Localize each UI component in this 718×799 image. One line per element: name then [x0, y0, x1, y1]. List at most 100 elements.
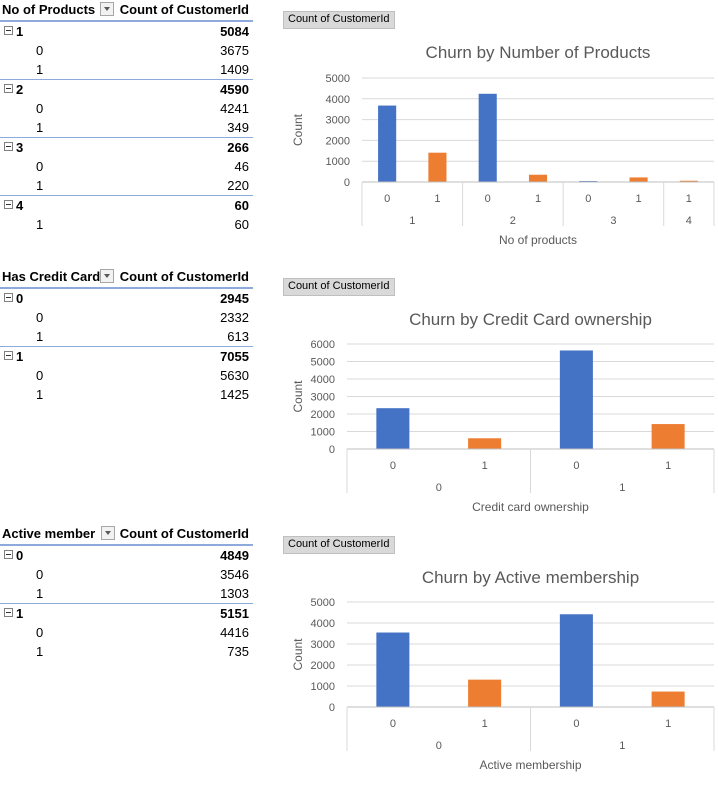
pivot-row-label: 1 [36, 329, 44, 344]
pivot-header-value: Count of CustomerId [119, 526, 249, 541]
pivot-row: 0 2332 [0, 308, 253, 327]
collapse-icon[interactable] [4, 142, 13, 151]
pivot-row-value: 2332 [220, 310, 249, 325]
x-tick-label: 0 [390, 718, 396, 730]
pivot-row-value: 613 [227, 329, 249, 344]
x-group-label: 1 [619, 740, 625, 752]
chart-products: Churn by Number of Products0100020003000… [291, 43, 715, 247]
pivot-row-value: 4416 [220, 625, 249, 640]
filter-dropdown-icon[interactable] [101, 526, 115, 540]
chart-field-badge[interactable]: Count of CustomerId [283, 278, 395, 296]
pivot-group-row: 1 5151 [0, 603, 253, 623]
x-tick-label: 1 [636, 193, 642, 205]
x-tick-label: 0 [384, 193, 390, 205]
pivot-row: 1 1303 [0, 584, 253, 603]
x-tick-label: 0 [573, 460, 579, 472]
x-tick-label: 0 [485, 193, 491, 205]
bar [428, 152, 447, 182]
bar [468, 679, 502, 707]
pivot-group-row: 0 2945 [0, 288, 253, 308]
pivot-row: 1 220 [0, 176, 253, 195]
chart-title: Churn by Number of Products [426, 43, 651, 62]
y-tick-label: 2000 [326, 135, 350, 147]
pivot-group-total: 4590 [220, 82, 249, 97]
pivot-header-value: Count of CustomerId [119, 2, 249, 17]
y-tick-label: 6000 [311, 339, 335, 351]
pivot-row-label: 0 [36, 567, 44, 582]
bar [559, 350, 593, 449]
collapse-icon[interactable] [4, 351, 13, 360]
pivot-group-label: 4 [16, 198, 24, 213]
y-tick-label: 5000 [326, 73, 350, 85]
bar [468, 438, 502, 449]
pivot-row-value: 5630 [220, 368, 249, 383]
bar [651, 691, 685, 707]
x-axis-label: Credit card ownership [472, 500, 589, 514]
bar [679, 180, 698, 182]
bar [629, 177, 648, 182]
x-tick-label: 0 [585, 193, 591, 205]
x-tick-label: 1 [482, 718, 488, 730]
collapse-icon[interactable] [4, 550, 13, 559]
pivot-row-value: 1409 [220, 62, 249, 77]
pivot-group-total: 5151 [220, 606, 249, 621]
x-group-label: 1 [409, 215, 415, 227]
x-group-label: 2 [510, 215, 516, 227]
pivot-row: 1 613 [0, 327, 253, 346]
pivot-header-value: Count of CustomerId [119, 269, 249, 284]
pivot-row: 0 46 [0, 157, 253, 176]
pivot-row-value: 1425 [220, 387, 249, 402]
pivot-row-label: 1 [36, 644, 44, 659]
pivot-row-value: 3546 [220, 567, 249, 582]
pivot-row: 1 1409 [0, 60, 253, 79]
x-group-label: 0 [436, 482, 442, 494]
chart-active-member: Churn by Active membership01000200030004… [291, 568, 715, 772]
y-tick-label: 5000 [311, 597, 335, 609]
collapse-icon[interactable] [4, 608, 13, 617]
x-group-label: 1 [619, 482, 625, 494]
pivot-header: Active member Count of CustomerId [0, 524, 253, 545]
pivot-table-products: No of Products Count of CustomerId 1 5084… [0, 0, 253, 234]
pivot-row-label: 0 [36, 310, 44, 325]
pivot-row-label: 1 [36, 120, 44, 135]
pivot-row: 1 60 [0, 215, 253, 234]
pivot-group-label: 1 [16, 24, 24, 39]
pivot-row-value: 46 [234, 159, 249, 174]
collapse-icon[interactable] [4, 26, 13, 35]
pivot-group-total: 2945 [220, 291, 249, 306]
pivot-row: 0 3675 [0, 41, 253, 60]
collapse-icon[interactable] [4, 84, 13, 93]
pivot-header: No of Products Count of CustomerId [0, 0, 253, 21]
bar [559, 614, 593, 707]
pivot-body: 1 5084 0 3675 1 1409 2 4590 0 4241 1 349 3 266 0 46 1 220… [0, 21, 253, 234]
collapse-icon[interactable] [4, 293, 13, 302]
filter-dropdown-icon[interactable] [100, 269, 114, 283]
chart-field-badge[interactable]: Count of CustomerId [283, 11, 395, 29]
x-group-label: 4 [686, 215, 692, 227]
x-axis-label: No of products [499, 233, 577, 247]
chart-field-badge[interactable]: Count of CustomerId [283, 536, 395, 554]
pivot-row-label: 1 [36, 217, 44, 232]
x-tick-label: 1 [665, 718, 671, 730]
y-tick-label: 3000 [311, 639, 335, 651]
pivot-row-value: 735 [227, 644, 249, 659]
bar [478, 93, 497, 182]
collapse-icon[interactable] [4, 200, 13, 209]
y-axis-label: Count [291, 113, 305, 146]
pivot-row-value: 1303 [220, 586, 249, 601]
pivot-table-credit-card: Has Credit Card Count of CustomerId 0 294… [0, 267, 253, 404]
pivot-table-active-member: Active member Count of CustomerId 0 4849 0… [0, 524, 253, 661]
pivot-group-row: 2 4590 [0, 79, 253, 99]
pivot-row: 0 4241 [0, 99, 253, 118]
y-tick-label: 3000 [311, 392, 335, 404]
pivot-group-total: 60 [234, 198, 249, 213]
pivot-group-row: 4 60 [0, 195, 253, 215]
y-axis-label: Count [291, 380, 305, 413]
x-tick-label: 1 [665, 460, 671, 472]
y-tick-label: 0 [329, 702, 335, 714]
pivot-group-row: 0 4849 [0, 545, 253, 565]
y-tick-label: 3000 [326, 115, 350, 127]
pivot-group-label: 1 [16, 349, 24, 364]
filter-dropdown-icon[interactable] [100, 2, 114, 16]
pivot-row-value: 3675 [220, 43, 249, 58]
